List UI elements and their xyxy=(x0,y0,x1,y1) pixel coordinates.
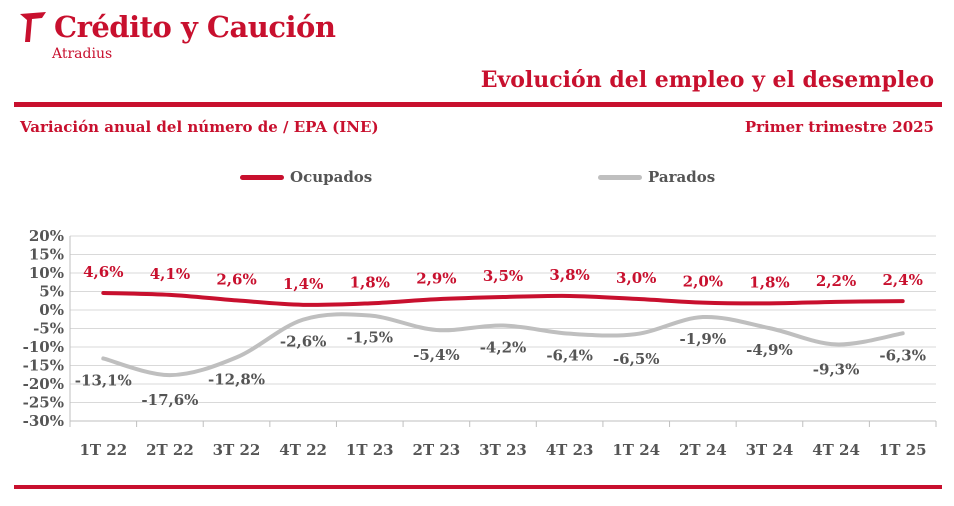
period-label: Primer trimestre 2025 xyxy=(744,118,934,136)
data-label-parados: -1,5% xyxy=(346,329,393,347)
legend-label-ocupados: Ocupados xyxy=(290,168,373,186)
data-label-ocupados: 2,0% xyxy=(683,273,723,291)
legend-swatch-ocupados xyxy=(240,174,284,180)
data-label-parados: -12,8% xyxy=(208,370,265,388)
data-label-ocupados: 1,4% xyxy=(283,275,323,293)
data-point-parados xyxy=(568,332,572,336)
data-label-ocupados: 2,9% xyxy=(416,269,456,287)
data-label-ocupados: 2,2% xyxy=(816,272,856,290)
y-tick-label: -30% xyxy=(23,412,64,430)
legend-item-parados: Parados xyxy=(598,166,715,188)
legend-item-ocupados: Ocupados xyxy=(240,166,372,188)
data-point-ocupados xyxy=(901,299,905,303)
data-label-parados: -13,1% xyxy=(75,371,132,389)
chart-subtitle: Variación anual del número de / EPA (INE… xyxy=(20,118,379,136)
y-tick-label: 10% xyxy=(29,264,64,282)
data-label-parados: -4,2% xyxy=(480,339,527,357)
header-divider xyxy=(14,102,942,107)
data-point-ocupados xyxy=(701,301,705,305)
data-point-parados xyxy=(901,331,905,335)
data-point-ocupados xyxy=(634,297,638,301)
x-tick-label: 4T 24 xyxy=(812,441,860,459)
footer-divider xyxy=(14,485,942,489)
x-tick-label: 1T 25 xyxy=(879,441,927,459)
data-point-parados xyxy=(168,373,172,377)
data-label-ocupados: 3,8% xyxy=(549,266,589,284)
data-label-ocupados: 1,8% xyxy=(749,273,789,291)
data-point-parados xyxy=(767,326,771,330)
data-label-parados: -5,4% xyxy=(413,346,460,364)
y-tick-label: -10% xyxy=(23,338,64,356)
data-point-parados xyxy=(434,328,438,332)
data-label-ocupados: 3,5% xyxy=(483,267,523,285)
y-tick-label: -15% xyxy=(23,357,64,375)
data-point-ocupados xyxy=(568,294,572,298)
bird-logo-icon xyxy=(20,12,46,42)
data-point-parados xyxy=(301,318,305,322)
x-tick-label: 1T 23 xyxy=(346,441,394,459)
data-point-ocupados xyxy=(501,295,505,299)
legend-swatch-parados xyxy=(598,174,642,180)
x-tick-label: 2T 22 xyxy=(146,441,194,459)
x-tick-label: 3T 24 xyxy=(746,441,794,459)
data-point-ocupados xyxy=(235,298,239,302)
data-point-parados xyxy=(235,355,239,359)
brand-name: Crédito y Caución xyxy=(54,10,336,44)
data-point-parados xyxy=(634,332,638,336)
sub-brand: Atradius xyxy=(52,46,113,62)
data-point-parados xyxy=(701,315,705,319)
data-label-parados: -9,3% xyxy=(813,360,860,378)
data-point-ocupados xyxy=(168,293,172,297)
x-tick-label: 4T 22 xyxy=(279,441,327,459)
brand-logo: Crédito y Caución xyxy=(18,10,336,44)
y-tick-label: 0% xyxy=(39,301,64,319)
y-tick-label: 15% xyxy=(29,246,64,264)
x-tick-label: 2T 23 xyxy=(413,441,461,459)
data-label-ocupados: 4,6% xyxy=(83,263,123,281)
x-tick-label: 1T 24 xyxy=(612,441,660,459)
data-point-ocupados xyxy=(834,300,838,304)
y-tick-label: -5% xyxy=(33,320,64,338)
data-point-parados xyxy=(501,324,505,328)
x-tick-label: 4T 23 xyxy=(546,441,594,459)
data-point-ocupados xyxy=(434,297,438,301)
y-tick-label: 20% xyxy=(29,227,64,245)
data-point-ocupados xyxy=(767,301,771,305)
data-point-ocupados xyxy=(368,301,372,305)
data-label-parados: -6,5% xyxy=(613,350,660,368)
data-label-ocupados: 1,8% xyxy=(350,273,390,291)
series-line-parados xyxy=(101,312,905,378)
y-tick-label: -25% xyxy=(23,394,64,412)
page-title: Evolución del empleo y el desempleo xyxy=(480,67,934,93)
data-point-ocupados xyxy=(301,303,305,307)
x-tick-label: 3T 22 xyxy=(213,441,261,459)
series-line-ocupados xyxy=(101,290,905,307)
data-label-parados: -1,9% xyxy=(680,330,727,348)
data-point-parados xyxy=(101,356,105,360)
data-label-parados: -2,6% xyxy=(280,333,327,351)
data-point-parados xyxy=(834,342,838,346)
x-tick-label: 3T 23 xyxy=(479,441,527,459)
data-point-parados xyxy=(368,314,372,318)
data-label-parados: -17,6% xyxy=(141,391,198,409)
x-tick-label: 1T 22 xyxy=(79,441,127,459)
x-tick-label: 2T 24 xyxy=(679,441,727,459)
data-label-ocupados: 4,1% xyxy=(150,265,190,283)
data-label-parados: -6,3% xyxy=(879,346,926,364)
data-point-ocupados xyxy=(101,291,105,295)
y-tick-label: 5% xyxy=(39,283,64,301)
y-tick-label: -20% xyxy=(23,375,64,393)
legend-label-parados: Parados xyxy=(648,168,716,186)
data-label-parados: -6,4% xyxy=(546,347,593,365)
data-label-ocupados: 2,6% xyxy=(216,270,256,288)
data-label-parados: -4,9% xyxy=(746,341,793,359)
data-label-ocupados: 2,4% xyxy=(883,271,923,289)
data-label-ocupados: 3,0% xyxy=(616,269,656,287)
